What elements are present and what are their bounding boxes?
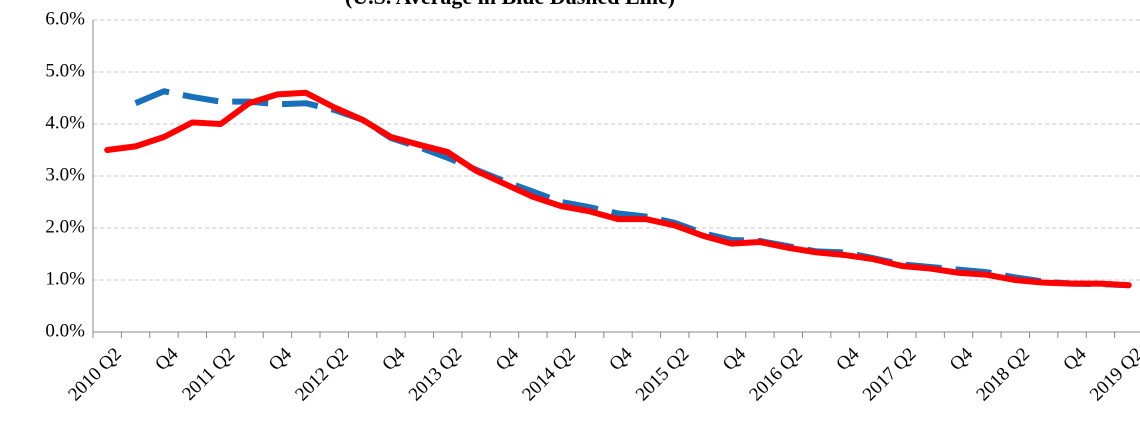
x-tick-label: 2016 Q2 [745,344,807,406]
x-tick-label: Q4 [492,343,524,375]
y-tick-label: 3.0% [45,164,85,185]
x-tick-label: 2014 Q2 [518,344,580,406]
chart-subtitle: (U.S. Average in Blue Dashed Line) [345,0,675,9]
x-tick-label: Q4 [1059,343,1091,375]
x-tick-label: Q4 [946,343,978,375]
x-tick-label: 2017 Q2 [859,344,921,406]
x-tick-label: Q4 [265,343,297,375]
x-tick-label: Q4 [605,343,637,375]
y-tick-label: 6.0% [45,8,85,29]
x-tick-label: 2013 Q2 [405,344,467,406]
y-tick-label: 5.0% [45,60,85,81]
x-tick-label: Q4 [832,343,864,375]
x-tick-label: 2019 Q2 [1086,344,1140,406]
x-tick-label: Q4 [151,343,183,375]
x-tick-label: 2010 Q2 [64,344,126,406]
x-tick-label: 2012 Q2 [291,344,353,406]
x-tick-label: Q4 [378,343,410,375]
x-tick-label: 2018 Q2 [972,344,1034,406]
y-tick-label: 0.0% [45,320,85,341]
x-tick-label: 2011 Q2 [178,344,239,405]
series-line [134,88,1129,289]
y-tick-label: 1.0% [45,268,85,289]
x-tick-label: Q4 [719,343,751,375]
y-tick-label: 2.0% [45,216,85,237]
y-tick-label: 4.0% [45,112,85,133]
x-tick-label: 2015 Q2 [632,344,694,406]
series-line [104,89,1132,289]
